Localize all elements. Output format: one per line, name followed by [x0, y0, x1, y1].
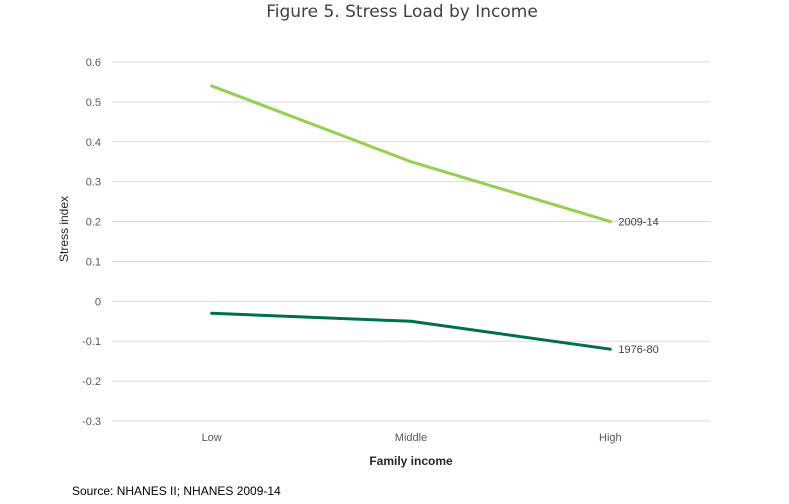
series-label: 1976-80 [618, 344, 658, 356]
y-tick-label: 0.2 [86, 217, 101, 229]
series-lines [210, 84, 612, 351]
gridlines [112, 61, 710, 422]
chart-title: Figure 5. Stress Load by Income [266, 2, 538, 22]
y-tick-label: 0.3 [86, 177, 101, 189]
y-tick-label: 0.5 [86, 97, 101, 109]
y-axis-title: Stress index [57, 196, 71, 262]
y-tick-label: 0 [95, 296, 101, 308]
y-axis-ticks: -0.3 -0.2 -0.1 0 0.1 0.2 0.3 0.4 0.5 0.6 [82, 57, 101, 428]
series-label: 2009-14 [618, 217, 658, 229]
series-line [210, 84, 612, 224]
y-tick-label: 0.4 [86, 137, 101, 149]
series-labels: 2009-14 1976-80 [618, 217, 658, 357]
x-tick-label: Low [202, 432, 222, 444]
y-tick-label: 0.1 [86, 256, 101, 268]
x-tick-label: High [599, 432, 622, 444]
series-line [210, 311, 612, 351]
y-tick-label: -0.1 [82, 336, 101, 348]
x-axis-ticks: Low Middle High [202, 432, 622, 444]
x-tick-label: Middle [395, 432, 427, 444]
y-tick-label: 0.6 [86, 57, 101, 69]
source-note: Source: NHANES II; NHANES 2009-14 [72, 484, 281, 498]
y-tick-label: -0.2 [82, 376, 101, 388]
x-axis-title: Family income [369, 454, 453, 468]
y-tick-label: -0.3 [82, 416, 101, 428]
